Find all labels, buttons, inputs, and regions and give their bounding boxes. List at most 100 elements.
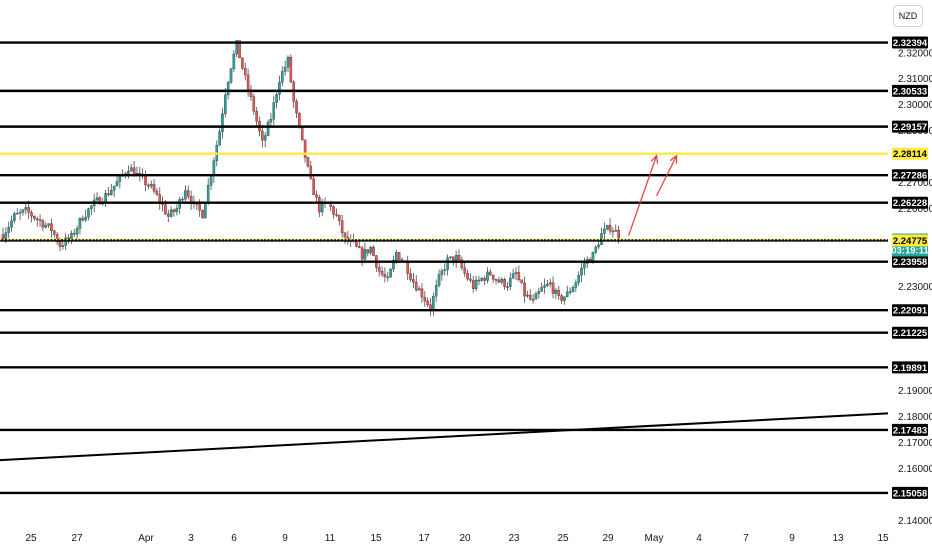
candle — [577, 271, 580, 286]
candle-body — [300, 126, 304, 141]
candle — [531, 294, 535, 304]
candle — [75, 225, 79, 241]
candle — [263, 132, 267, 148]
candle — [78, 217, 82, 235]
candle — [158, 187, 162, 210]
candle-body — [315, 194, 318, 198]
candle-body — [206, 184, 210, 204]
price-axis[interactable]: 2.320002.310002.300002.290002.270002.260… — [898, 48, 932, 527]
candle — [318, 194, 321, 218]
candle-body — [164, 204, 167, 215]
candle-body — [90, 205, 93, 209]
time-axis[interactable]: 25 27 Apr 3 6 9 11 15 17 20 23 25 29 May 4 7 9 13 15 — [25, 533, 889, 544]
candle — [560, 293, 563, 304]
price-tag-bg — [892, 304, 928, 317]
candle-body — [583, 263, 586, 269]
candle-body — [110, 190, 113, 195]
price-tag-label: 2.29157 — [893, 122, 927, 133]
candle — [104, 189, 107, 208]
candle — [209, 174, 213, 191]
candle-body — [580, 267, 583, 276]
price-tag: 2.27286 — [892, 169, 928, 182]
candle-body — [617, 229, 620, 239]
candle — [528, 289, 532, 301]
candle — [300, 126, 304, 141]
candle — [380, 266, 384, 278]
candle — [434, 279, 438, 302]
candle — [252, 93, 256, 115]
candle-body — [483, 277, 486, 281]
candle-body — [503, 278, 506, 287]
price-tag-label: 2.28114 — [893, 149, 928, 160]
time-tick-label: 11 — [325, 533, 336, 544]
candle — [292, 80, 295, 108]
candle-body — [360, 247, 364, 260]
candle — [426, 297, 429, 307]
time-tick-label: May — [645, 533, 664, 544]
candle-body — [129, 167, 133, 172]
candle-body — [152, 184, 156, 192]
candle-body — [477, 279, 481, 282]
candle — [255, 107, 258, 127]
currency-button[interactable]: NZD — [893, 5, 923, 27]
candle — [509, 272, 512, 291]
candle — [30, 210, 33, 223]
candle-body — [446, 257, 449, 270]
candle — [377, 261, 381, 277]
candle-body — [232, 53, 236, 69]
candle — [206, 178, 210, 205]
candle — [506, 282, 509, 291]
candle-body — [229, 68, 233, 83]
time-tick-label: 17 — [418, 533, 430, 544]
candle — [409, 268, 412, 282]
candle — [397, 251, 401, 261]
price-tag-bg — [892, 84, 928, 97]
price-tag-label: 2.19891 — [893, 363, 928, 374]
candle — [10, 215, 13, 232]
candle — [486, 267, 489, 284]
time-tick-label: 13 — [832, 533, 844, 544]
candle — [414, 275, 418, 292]
candle — [372, 245, 375, 256]
candle-body — [531, 299, 535, 301]
candle — [272, 95, 276, 125]
candle-body — [597, 244, 600, 248]
candle — [454, 250, 458, 268]
candle-body — [275, 94, 278, 103]
candle-body — [58, 241, 62, 247]
candle-body — [528, 294, 532, 300]
candle-body — [526, 294, 529, 297]
candle-body — [255, 111, 258, 122]
candle — [107, 187, 110, 197]
candle — [443, 263, 447, 276]
candle — [517, 265, 521, 282]
highlight-tag-bg — [892, 234, 928, 247]
candle-body — [594, 246, 598, 253]
candle — [155, 188, 159, 196]
candle — [303, 139, 307, 163]
candle-body — [380, 271, 384, 275]
candle-body — [138, 172, 142, 175]
candle-body — [61, 245, 65, 247]
candlesticks — [1, 39, 620, 316]
candle — [520, 279, 523, 284]
price-tick-label: 2.23000 — [898, 282, 932, 293]
candle — [147, 183, 150, 190]
candle-body — [38, 219, 42, 221]
candle-body — [383, 274, 387, 278]
candle-body — [540, 287, 543, 292]
candle — [432, 292, 435, 316]
candle-body — [497, 279, 501, 283]
candle — [500, 277, 504, 285]
candle — [112, 185, 116, 197]
candle — [611, 227, 615, 238]
candle — [406, 255, 409, 281]
candle — [343, 232, 347, 244]
candle — [241, 57, 244, 70]
time-tick-label: 3 — [188, 533, 194, 544]
candle-body — [144, 175, 147, 186]
candle — [614, 224, 618, 232]
price-tag-bg — [892, 196, 928, 209]
candle — [346, 231, 350, 245]
